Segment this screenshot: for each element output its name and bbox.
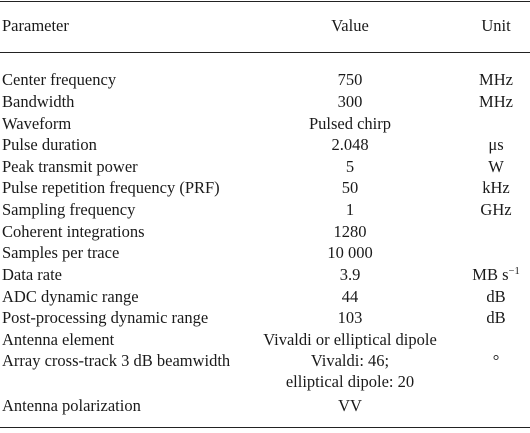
row-parameter: Pulse duration [2,135,97,154]
table-bottom-rule [0,427,530,428]
row-unit: kHz [482,178,510,197]
row-value-line2: elliptical dipole: 20 [285,372,415,391]
row-value: 1280 [333,222,367,241]
row-value: 300 [337,92,363,111]
unit-base: MB s [472,265,509,284]
row-unit: MHz [479,70,513,89]
table-row: Peak transmit power 5 W [0,156,530,177]
row-value: 750 [337,70,363,89]
row-parameter: Center frequency [2,70,117,89]
table-row: Post-processing dynamic range 103 dB [0,307,530,328]
row-unit: MHz [479,92,513,111]
table-row: Antenna element Vivaldi or elliptical di… [0,329,530,350]
row-value: 2.048 [331,135,369,154]
header-unit: Unit [481,16,511,35]
row-parameter: Coherent integrations [2,222,145,241]
row-parameter: Antenna polarization [2,396,141,415]
row-parameter: Waveform [2,114,72,133]
row-parameter: Post-processing dynamic range [2,308,209,327]
table-row: Antenna polarization VV [0,395,530,416]
row-parameter: Antenna element [2,330,115,349]
row-parameter: Peak transmit power [2,157,138,176]
row-value: VV [338,396,362,415]
row-value: 3.9 [339,265,361,284]
header-parameter: Parameter [2,16,69,35]
row-value: 10 000 [327,243,373,262]
row-unit: GHz [480,200,512,219]
table-row: ADC dynamic range 44 dB [0,286,530,307]
table-row: Sampling frequency 1 GHz [0,199,530,220]
row-value: 1 [345,200,355,219]
row-parameter: Samples per trace [2,243,120,262]
row-value: Vivaldi: 46; [310,351,390,370]
table-top-rule [0,1,530,2]
table-row: Pulse duration 2.048 μs [0,134,530,155]
unit-exponent: −1 [508,266,520,277]
row-parameter: Pulse repetition frequency (PRF) [2,178,220,197]
row-unit-with-exponent: MB s−1 [464,264,528,285]
row-parameter: Data rate [2,265,62,284]
row-parameter: Sampling frequency [2,200,136,219]
table-row: Center frequency 750 MHz [0,69,530,90]
row-value: Pulsed chirp [308,114,392,133]
row-unit: μs [488,135,504,154]
row-value: 5 [345,157,355,176]
table-row: Array cross-track 3 dB beamwidth Vivaldi… [0,350,530,392]
row-value: 103 [337,308,363,327]
row-unit: dB [486,287,506,306]
table-header-row: Parameter Value Unit [0,15,530,36]
header-value: Value [331,16,369,35]
row-parameter: Array cross-track 3 dB beamwidth [2,351,231,370]
table-row: Bandwidth 300 MHz [0,91,530,112]
table-row: Samples per trace 10 000 [0,242,530,263]
table-row: Data rate 3.9 MB s−1 [0,264,530,285]
row-value: Vivaldi or elliptical dipole [263,330,437,349]
table-row: Pulse repetition frequency (PRF) 50 kHz [0,177,530,198]
row-parameter: ADC dynamic range [2,287,139,306]
row-unit: W [488,157,504,176]
table-header-rule [0,52,530,53]
table-row: Coherent integrations 1280 [0,221,530,242]
row-unit: dB [486,308,506,327]
table-row: Waveform Pulsed chirp [0,113,530,134]
row-parameter: Bandwidth [2,92,75,111]
row-value: 44 [341,287,359,306]
row-value: 50 [341,178,359,197]
row-unit-degree: ° [492,351,500,370]
